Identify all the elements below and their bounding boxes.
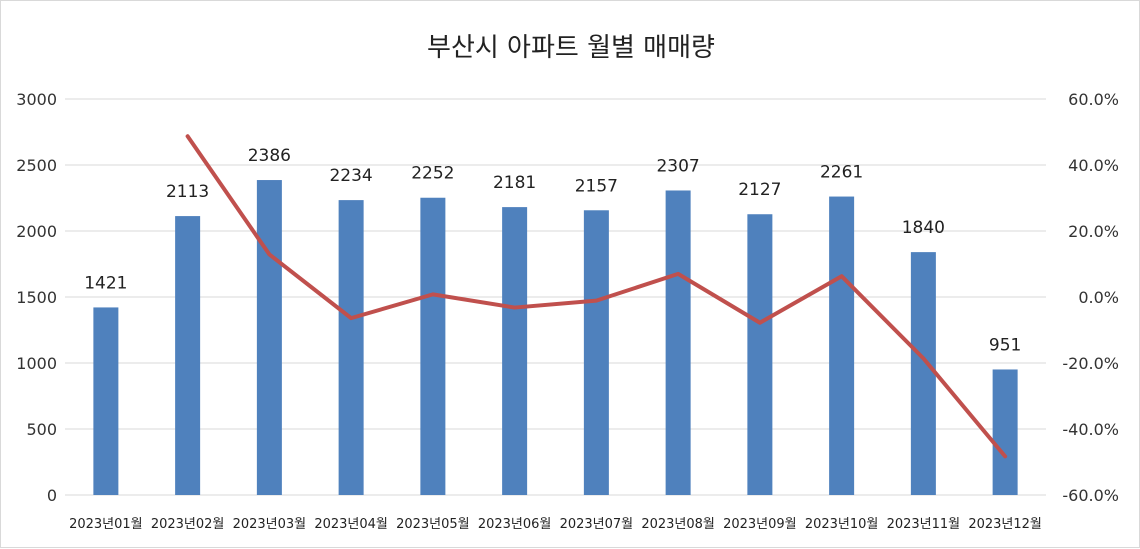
gridlines xyxy=(65,99,1046,495)
category-label: 2023년04월 xyxy=(314,517,388,532)
right-axis: -60.0% -40.0% -20.0% 0.0% 20.0% 40.0% 60.0% xyxy=(1062,90,1119,505)
bar-data-label: 951 xyxy=(989,335,1021,355)
category-label: 2023년11월 xyxy=(887,517,961,532)
category-label: 2023년03월 xyxy=(233,517,307,532)
bar-data-label: 2386 xyxy=(248,146,291,166)
data-labels: 1421 2113 2386 2234 2252 2181 2157 2307 2127 2261… xyxy=(84,146,1021,355)
bar-data-label: 1421 xyxy=(84,273,127,293)
chart-title: 부산시 아파트 월별 매매량 xyxy=(427,33,715,63)
right-tick-label: 40.0% xyxy=(1068,156,1119,175)
category-label: 2023년01월 xyxy=(69,517,143,532)
bar-data-label: 2307 xyxy=(656,156,699,176)
bar-data-label: 2113 xyxy=(166,182,209,202)
left-tick-label: 500 xyxy=(26,420,57,439)
right-tick-label: -60.0% xyxy=(1062,486,1119,505)
bar-data-label: 2234 xyxy=(329,166,372,186)
right-tick-label: 0.0% xyxy=(1078,288,1119,307)
right-tick-label: -20.0% xyxy=(1062,354,1119,373)
left-tick-label: 3000 xyxy=(16,90,57,109)
category-label: 2023년08월 xyxy=(641,517,715,532)
category-label: 2023년10월 xyxy=(805,517,879,532)
bar-data-label: 2252 xyxy=(411,164,454,184)
bar xyxy=(747,214,772,495)
bar xyxy=(584,210,609,495)
left-tick-label: 2500 xyxy=(16,156,57,175)
bar xyxy=(829,197,854,495)
bar xyxy=(993,369,1018,495)
left-tick-label: 1500 xyxy=(16,288,57,307)
right-tick-label: 20.0% xyxy=(1068,222,1119,241)
category-label: 2023년05월 xyxy=(396,517,470,532)
bar-data-label: 1840 xyxy=(902,218,945,238)
x-axis: 2023년01월 2023년02월 2023년03월 2023년04월 2023년05월… xyxy=(69,517,1042,532)
left-axis: 0 500 1000 1500 2000 2500 3000 xyxy=(16,90,57,505)
right-tick-label: -40.0% xyxy=(1062,420,1119,439)
bar-data-label: 2181 xyxy=(493,173,536,193)
bar-data-label: 2127 xyxy=(738,180,781,200)
left-tick-label: 0 xyxy=(47,486,57,505)
bar xyxy=(175,216,200,495)
left-tick-label: 1000 xyxy=(16,354,57,373)
bar xyxy=(911,252,936,495)
right-tick-label: 60.0% xyxy=(1068,90,1119,109)
bar xyxy=(339,200,364,495)
bar xyxy=(257,180,282,495)
category-label: 2023년07월 xyxy=(560,517,634,532)
category-label: 2023년09월 xyxy=(723,517,797,532)
category-label: 2023년12월 xyxy=(968,517,1042,532)
category-label: 2023년02월 xyxy=(151,517,225,532)
bar xyxy=(502,207,527,495)
bar xyxy=(666,190,691,495)
bar-data-label: 2261 xyxy=(820,163,863,183)
bar xyxy=(420,198,445,495)
category-label: 2023년06월 xyxy=(478,517,552,532)
bar xyxy=(93,307,118,495)
left-tick-label: 2000 xyxy=(16,222,57,241)
bar-data-label: 2157 xyxy=(575,176,618,196)
bar-series xyxy=(93,180,1017,495)
